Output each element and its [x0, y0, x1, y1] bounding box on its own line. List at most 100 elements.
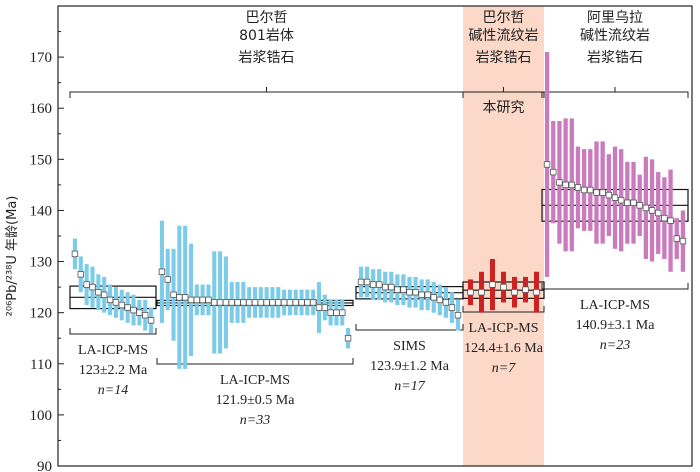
age-point [181, 294, 189, 301]
highlight-region [463, 6, 544, 466]
age-point [95, 289, 102, 296]
mean-age-label: 123±2.2 Ma [79, 363, 148, 378]
age-point [580, 186, 588, 194]
age-point [448, 304, 456, 311]
group-title-line: 岩浆锆石 [239, 50, 295, 66]
age-point [101, 291, 108, 298]
highlight-region-label: 本研究 [483, 100, 525, 116]
n-count-label: n=23 [600, 338, 630, 353]
age-point [605, 191, 613, 199]
age-point [642, 204, 650, 212]
group-bracket [541, 91, 689, 98]
age-point [333, 309, 340, 316]
y-tick-label: 140 [30, 203, 53, 219]
age-point [89, 283, 96, 291]
age-point [304, 299, 311, 306]
age-point [412, 289, 419, 296]
age-point [321, 304, 329, 311]
age-point [216, 299, 224, 306]
age-point [130, 306, 137, 314]
age-point [240, 299, 247, 306]
age-point [339, 309, 346, 316]
age-point [344, 335, 352, 342]
method-bracket [156, 358, 354, 365]
age-point [211, 299, 218, 306]
age-point [478, 289, 485, 296]
age-point [436, 296, 443, 304]
age-point [245, 299, 253, 306]
data-layer [69, 52, 689, 369]
method-bracket [355, 324, 464, 331]
age-point [418, 291, 425, 298]
age-point [147, 317, 155, 324]
age-point [187, 296, 195, 304]
y-tick-label: 170 [30, 50, 53, 66]
age-point [550, 168, 557, 176]
age-point [661, 214, 668, 222]
age-point [222, 299, 230, 306]
age-point [106, 296, 114, 304]
bracket-layer [69, 87, 689, 365]
y-tick-label: 100 [30, 408, 53, 424]
age-point [454, 312, 462, 319]
method-label: SIMS [393, 339, 426, 354]
age-point [430, 294, 437, 301]
group-title-line: 碱性流纹岩 [580, 28, 650, 44]
age-point [500, 283, 507, 291]
age-point [275, 299, 282, 306]
age-point [533, 289, 540, 296]
age-point [298, 299, 305, 306]
age-point [205, 296, 212, 304]
age-point [489, 281, 496, 288]
group-title-line: 阿里乌拉 [587, 10, 643, 26]
age-point [394, 286, 401, 293]
age-point [568, 181, 575, 189]
n-count-label: n=33 [240, 413, 270, 428]
age-point [400, 286, 407, 293]
method-label: LA-ICP-MS [580, 298, 650, 313]
age-point [424, 291, 431, 298]
method-label: LA-ICP-MS [220, 373, 290, 388]
age-point [357, 278, 365, 286]
n-count-label: n=14 [98, 383, 128, 398]
age-point [556, 179, 563, 186]
y-tick-label: 130 [30, 255, 53, 271]
age-point [648, 207, 656, 214]
group-title-line: 岩浆锆石 [476, 50, 532, 66]
age-point [617, 197, 625, 204]
axis-layer: 90 100 110 120 130 140 150 160 170 ²⁰⁶Pb/²³⁸U 年龄(… [5, 5, 693, 472]
y-tick-label: 110 [30, 357, 52, 373]
age-point [636, 202, 643, 209]
y-tick-label: 150 [30, 152, 53, 168]
age-point [611, 194, 619, 201]
age-point [562, 181, 569, 189]
method-bracket [462, 306, 545, 313]
y-tick-label: 120 [30, 306, 53, 322]
age-point [118, 301, 125, 309]
mean-age-label: 123.9±1.2 Ma [370, 359, 450, 374]
age-point [376, 281, 383, 288]
group-title-line: 801岩体 [239, 28, 294, 44]
age-point [136, 309, 143, 316]
age-point [112, 299, 120, 306]
age-point [511, 289, 518, 296]
age-point [234, 299, 241, 306]
method-label: LA-ICP-MS [78, 343, 148, 358]
age-point [286, 299, 294, 306]
age-point [667, 217, 674, 224]
age-point [679, 237, 687, 245]
age-point [624, 199, 631, 206]
group-bracket [69, 91, 464, 98]
age-point [369, 281, 377, 288]
age-point [593, 189, 600, 196]
age-point [587, 186, 594, 194]
age-point [315, 304, 323, 311]
highlight-region-layer [463, 6, 544, 466]
age-point [170, 291, 177, 298]
age-point [193, 296, 201, 304]
age-point [543, 161, 551, 168]
n-count-label: n=7 [492, 361, 516, 376]
group-title-line: 岩浆锆石 [587, 50, 643, 66]
